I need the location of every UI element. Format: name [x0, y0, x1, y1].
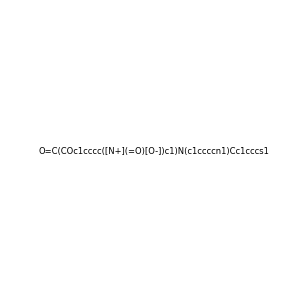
Text: O=C(COc1cccc([N+](=O)[O-])c1)N(c1ccccn1)Cc1cccs1: O=C(COc1cccc([N+](=O)[O-])c1)N(c1ccccn1)… — [38, 147, 269, 156]
